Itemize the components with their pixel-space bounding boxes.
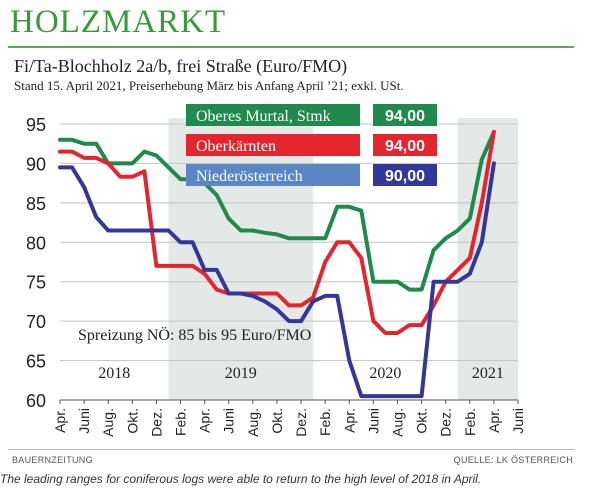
x-tick-label: Aug. [389,408,405,437]
legend-swatch-0 [186,104,360,126]
x-tick-label: Juni [221,408,237,434]
x-tick-label: Apr. [341,408,357,433]
year-bands [168,118,518,400]
year-band-2019 [168,118,314,400]
y-tick-label: 65 [26,352,46,372]
legend-label: Oberkärnten [196,138,276,155]
year-label: 2018 [98,365,130,382]
x-tick-label: Aug. [245,408,261,437]
series-line-0 [58,129,496,292]
y-tick-label: 95 [26,115,46,135]
legend-value-box-1 [373,134,437,156]
chart-subtitle: Stand 15. April 2021, Preiserhebung März… [14,78,404,93]
x-tick-label: Okt. [269,408,285,434]
y-tick-label: 85 [26,194,46,214]
legend-value: 94,00 [385,138,425,155]
y-tick-label: 80 [26,233,46,253]
x-tick-label: Dez. [438,408,454,437]
y-tick-label: 70 [26,312,46,332]
legend: Oberes Murtal, Stmk 94,00 Oberkärnten 94,00… [186,104,437,186]
y-tick-labels: 60 65 70 75 80 85 90 95 [26,115,46,411]
year-label: 2021 [472,365,504,382]
y-tick-label: 75 [26,273,46,293]
legend-value: 90,00 [385,168,425,185]
x-tick-label: Feb. [173,408,189,436]
x-tick-label: Apr. [52,408,68,433]
legend-label: Oberes Murtal, Stmk [196,108,331,125]
spreizung-annotation: Spreizung NÖ: 85 bis 95 Euro/FMO [78,326,311,344]
legend-value: 94,00 [385,108,425,125]
legend-value-box-0 [373,104,437,126]
legend-label: Niederösterreich [196,168,303,185]
year-labels: 2018 2019 2020 2021 [98,365,504,382]
image-caption: The leading ranges for coniferous logs w… [0,472,482,486]
x-tick-label: Apr. [486,408,502,433]
x-tick-label: Apr. [197,408,213,433]
legend-swatch-1 [186,134,360,156]
footer-source-left: BAUERNZEITUNG [12,455,93,465]
y-tick-label: 60 [26,391,46,411]
x-tick-label: Dez. [293,408,309,437]
series-line-1 [58,129,496,335]
x-tick-label: Juni [510,408,526,434]
x-tick-label: Aug. [100,408,116,437]
x-tick-label: Feb. [317,408,333,436]
headline: HOLZMARKT [10,4,227,40]
x-tick-label: Okt. [124,408,140,434]
x-tick-label: Feb. [462,408,478,436]
x-tick-label: Juni [76,408,92,434]
series-line-2 [58,161,496,399]
line-chart: 60 65 70 75 80 85 90 95 2018 2019 2020 2021 Oberes… [26,104,526,437]
x-tick-label: Dez. [148,408,164,437]
x-tick-label: Juni [365,408,381,434]
x-tick-labels: Apr. Juni Aug. Okt. Dez. Feb. Apr. Juni Aug. Okt.… [52,400,526,437]
legend-value-box-2 [373,164,437,186]
x-tick-label: Okt. [414,408,430,434]
year-label: 2019 [225,365,257,382]
chart-title: Fi/Ta-Blochholz 2a/b, frei Straße (Euro/… [14,56,348,76]
headline-rule-top [8,46,574,48]
footer-source-right: QUELLE: LK ÖSTERREICH [453,455,573,465]
y-tick-label: 90 [26,154,46,174]
year-label: 2020 [369,365,401,382]
legend-swatch-2 [186,164,360,186]
series-lines [58,129,496,399]
footer-rule [8,449,574,450]
